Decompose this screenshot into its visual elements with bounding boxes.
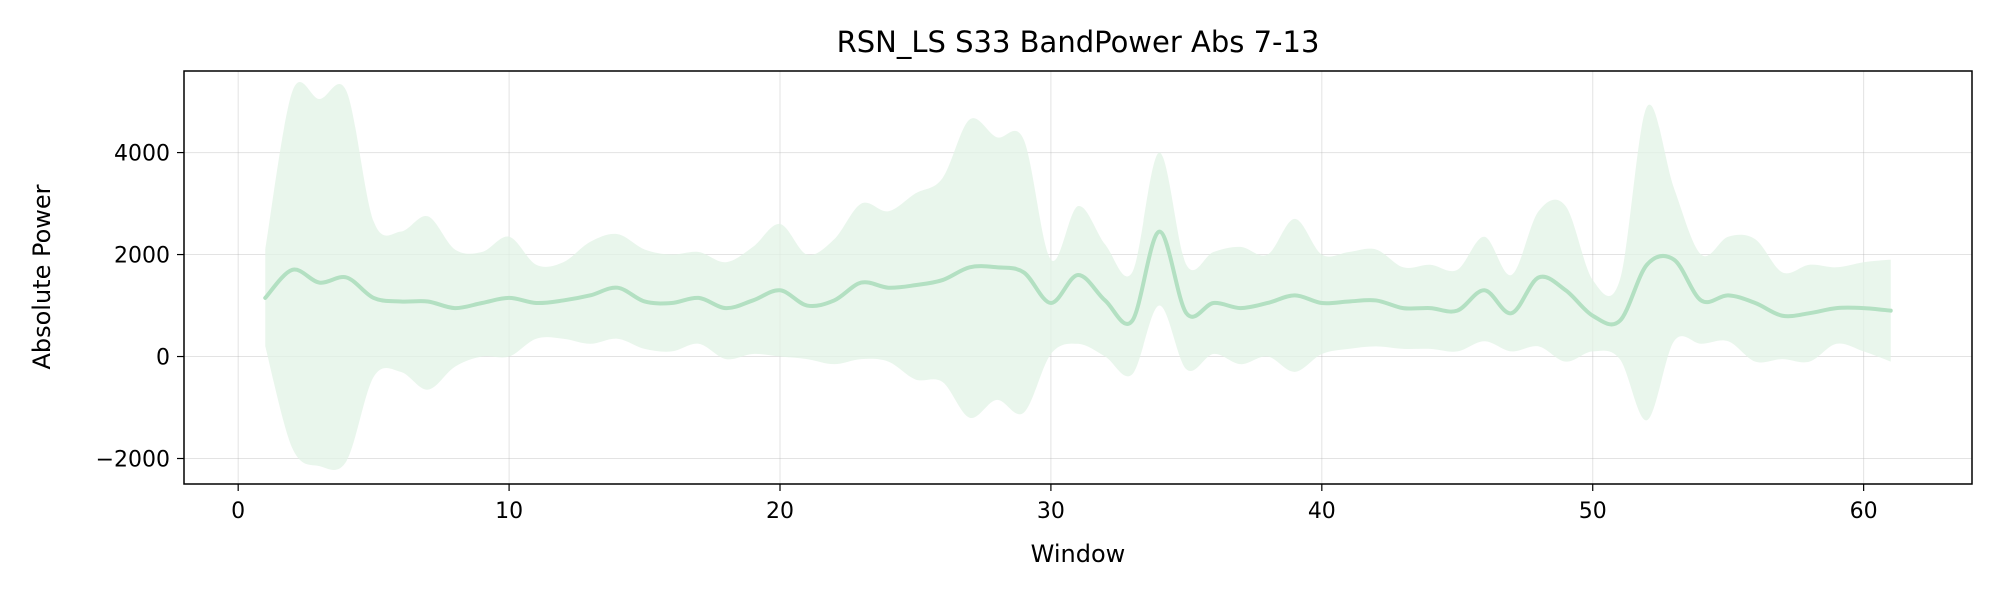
x-tick-label: 30 (1037, 499, 1065, 524)
x-axis-title: Window (1031, 540, 1126, 568)
x-tick-label: 20 (766, 499, 794, 524)
y-axis-title: Absolute Power (28, 184, 56, 369)
y-tick-label: 2000 (114, 244, 170, 269)
x-tick-label: 50 (1579, 499, 1607, 524)
x-tick-label: 40 (1308, 499, 1336, 524)
y-tick-label: −2000 (96, 448, 170, 473)
chart-title: RSN_LS S33 BandPower Abs 7-13 (837, 25, 1320, 59)
x-axis: 0 10 20 30 40 50 60 (231, 484, 1878, 524)
plot-frame (183, 70, 1973, 485)
y-tick-label: 0 (156, 346, 170, 371)
x-tick-label: 0 (231, 499, 245, 524)
mean-line (263, 229, 1893, 327)
x-tick-label: 10 (495, 499, 523, 524)
y-axis: −2000 0 2000 4000 (96, 142, 184, 473)
x-tick-label: 60 (1850, 499, 1878, 524)
y-tick-label: 4000 (114, 142, 170, 167)
